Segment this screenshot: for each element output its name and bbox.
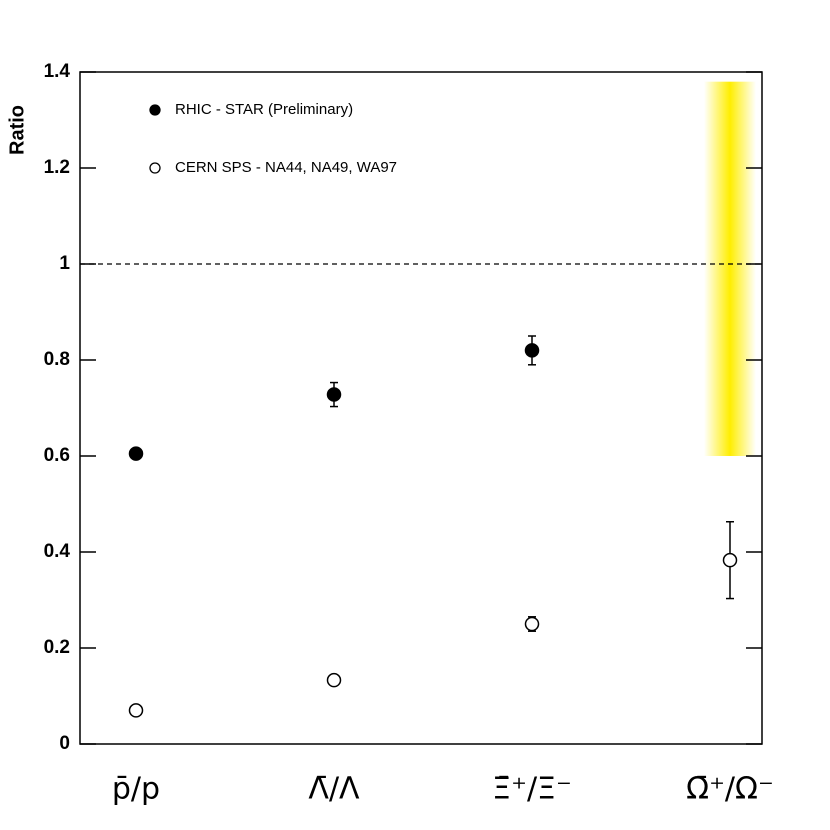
y-tick-label: 0.6	[44, 445, 70, 466]
legend-label: RHIC - STAR (Preliminary)	[175, 101, 353, 118]
legend-marker	[149, 104, 161, 116]
x-tick-label: p̄/p	[112, 772, 160, 807]
y-tick-label: 1.4	[44, 61, 71, 82]
y-tick-label: 1.2	[44, 157, 70, 178]
y-tick-label: 0.4	[44, 541, 71, 562]
y-axis-label: Ratio	[6, 105, 28, 155]
legend-marker	[149, 162, 161, 174]
band	[704, 81, 756, 456]
y-tick-label: 1	[59, 253, 70, 274]
band-group	[704, 81, 756, 456]
marker	[524, 616, 540, 632]
marker	[326, 672, 342, 688]
x-tick-label: Ω̄⁺/Ω⁻	[686, 772, 774, 807]
legend-label: CERN SPS - NA44, NA49, WA97	[175, 159, 397, 176]
x-tick-label: Ξ̄⁺/Ξ⁻	[492, 772, 572, 807]
marker	[128, 446, 144, 461]
y-tick-label: 0.2	[44, 637, 70, 658]
marker	[326, 387, 342, 402]
y-tick-label: 0.8	[44, 349, 70, 370]
marker	[128, 703, 144, 718]
marker	[722, 552, 738, 568]
plot-frame	[79, 71, 763, 745]
x-tick-label: Λ̄/Λ	[308, 772, 360, 807]
marker	[524, 343, 540, 358]
y-tick-label: 0	[59, 733, 70, 754]
